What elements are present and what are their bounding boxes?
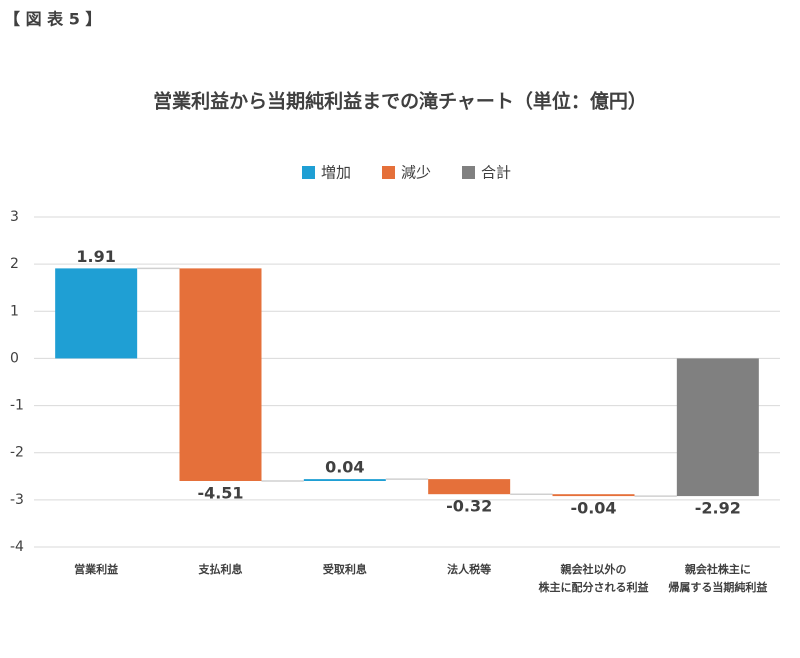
x-tick-label: 株主に配分される利益 <box>539 580 649 594</box>
y-tick-label: 3 <box>10 209 19 225</box>
data-label: -0.04 <box>570 499 616 518</box>
data-label: 1.91 <box>76 247 115 266</box>
figure-label: 【 図 表 5 】 <box>4 10 101 29</box>
x-tick-label: 営業利益 <box>74 562 118 576</box>
x-tick-label: 親会社株主に <box>685 562 751 576</box>
y-tick-label: -4 <box>10 539 24 555</box>
data-label: 0.04 <box>325 458 364 477</box>
y-tick-label: 2 <box>10 256 19 272</box>
y-tick-label: 0 <box>10 350 19 366</box>
chart-title: 営業利益から当期純利益までの滝チャート（単位：億円） <box>153 90 647 113</box>
legend-label: 合計 <box>481 164 511 182</box>
data-label: -2.92 <box>695 499 741 518</box>
y-tick-label: -2 <box>10 445 24 461</box>
bar <box>428 479 511 495</box>
x-tick-label: 帰属する当期純利益 <box>668 580 767 594</box>
x-tick-label: 支払利息 <box>198 562 243 576</box>
data-label: -0.32 <box>446 497 492 516</box>
y-tick-label: -1 <box>10 398 24 414</box>
legend-swatch <box>382 166 395 179</box>
y-tick-label: 1 <box>10 303 19 319</box>
bar <box>676 358 759 497</box>
legend-swatch <box>302 166 315 179</box>
bar <box>552 494 635 497</box>
x-tick-label: 受取利息 <box>323 562 367 576</box>
data-label: -4.51 <box>197 484 243 503</box>
legend-swatch <box>462 166 475 179</box>
x-tick-label: 法人税等 <box>447 562 491 576</box>
y-tick-label: -3 <box>10 492 24 508</box>
bar <box>55 268 138 359</box>
bar <box>303 479 386 481</box>
x-tick-label: 親会社以外の <box>561 562 627 576</box>
legend-label: 減少 <box>401 164 431 182</box>
bar <box>179 268 262 481</box>
legend-label: 増加 <box>321 164 351 182</box>
